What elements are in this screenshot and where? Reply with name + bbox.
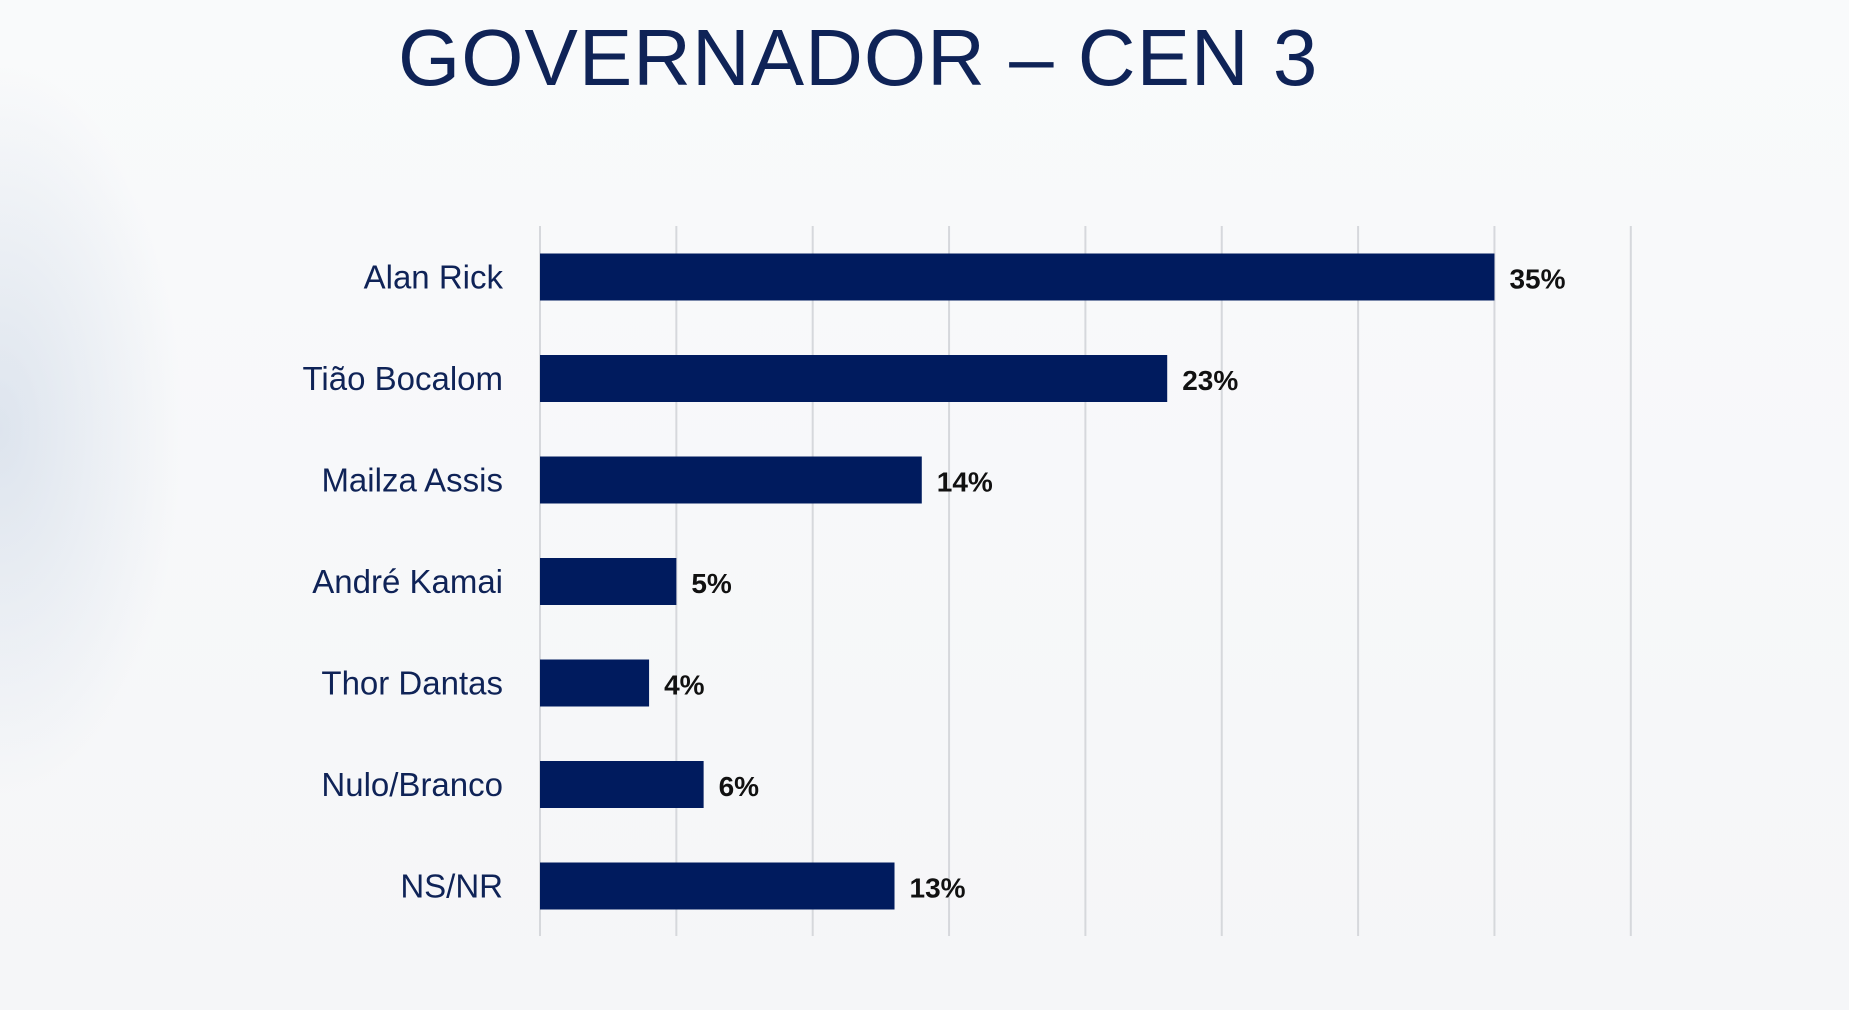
value-label-thor-dantas: 4% [664,670,705,701]
category-label-alan-rick: Alan Rick [364,259,504,296]
category-label-nulo-branco: Nulo/Branco [321,766,503,803]
bar-alan-rick [540,253,1495,301]
category-label-ns-nr: NS/NR [400,868,503,905]
bar-mailza-assis [540,456,922,504]
category-label-mailza-assis: Mailza Assis [321,462,503,499]
category-label-thor-dantas: Thor Dantas [321,665,503,702]
category-label-andre-kamai: André Kamai [312,563,503,600]
bar-nulo-branco [540,761,704,808]
value-label-mailza-assis: 14% [937,467,993,498]
value-label-tiao-bocalom: 23% [1182,365,1238,396]
value-label-alan-rick: 35% [1509,264,1565,295]
chart-bars [540,253,1495,910]
category-label-tiao-bocalom: Tião Bocalom [302,360,503,397]
slide-title: GOVERNADOR – CEN 3 [398,13,1319,102]
bar-thor-dantas [540,659,650,707]
chart-labels: Alan Rick 35% Tião Bocalom 23% Mailza Assis 1… [302,259,1565,905]
value-label-ns-nr: 13% [910,873,966,904]
value-label-nulo-branco: 6% [719,771,760,802]
value-label-andre-kamai: 5% [691,568,732,599]
bar-andre-kamai [540,558,677,605]
bar-ns-nr [540,862,895,910]
bar-tiao-bocalom [540,355,1168,402]
